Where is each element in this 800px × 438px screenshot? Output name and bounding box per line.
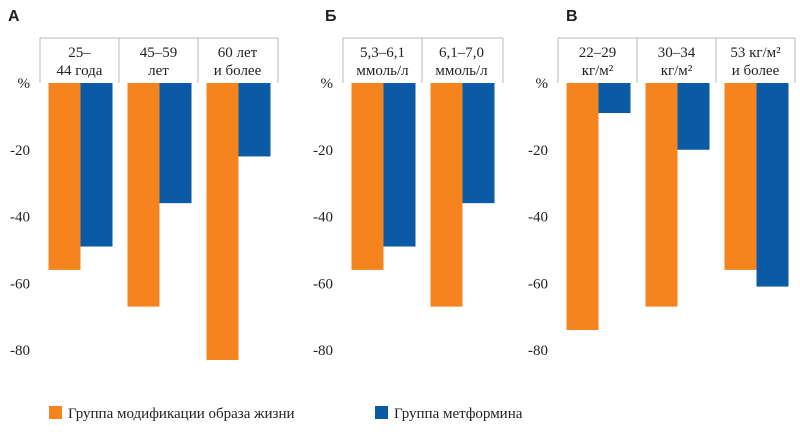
panel-1: А% -20 -40 -60 -80 25– 44 года 45–59 лет 60 лет и … — [8, 8, 279, 361]
y-tick-label: -80 — [10, 343, 30, 359]
bar-metformin — [756, 83, 789, 287]
y-tick-label: -60 — [10, 276, 30, 292]
category-label: 22–29 кг/м² — [579, 45, 617, 79]
bar-lifestyle — [645, 83, 678, 307]
y-tick-label: % — [536, 76, 549, 92]
category-label: 6,1–7,0 ммоль/л — [435, 45, 488, 79]
legend-swatch-lifestyle — [49, 406, 62, 419]
bar-metformin — [159, 83, 192, 204]
chart-legend: Группа модификации образа жизни Группа м… — [49, 406, 523, 422]
category-label: 30–34 кг/м² — [658, 45, 696, 79]
y-tick-label: -80 — [528, 343, 548, 359]
bar-lifestyle — [724, 83, 757, 270]
legend-label-metformin: Группа метформина — [394, 406, 523, 422]
y-tick-label: -40 — [313, 210, 333, 226]
bar-metformin — [80, 83, 113, 247]
category-label: 53 кг/м² и более — [730, 45, 781, 79]
bar-lifestyle — [48, 83, 81, 270]
bar-metformin — [598, 83, 631, 114]
category-label: 45–59 лет — [140, 45, 178, 79]
bar-metformin — [238, 83, 271, 157]
y-tick-label: -40 — [528, 210, 548, 226]
category-label: 60 лет и более — [214, 45, 262, 79]
y-tick-label: -20 — [528, 143, 548, 159]
bar-metformin — [462, 83, 495, 204]
panel-title: В — [566, 8, 578, 25]
bar-metformin — [383, 83, 416, 247]
legend-swatch-metformin — [375, 406, 388, 419]
bar-lifestyle — [566, 83, 599, 330]
bar-lifestyle — [127, 83, 160, 307]
category-label: 5,3–6,1 ммоль/л — [356, 45, 409, 79]
y-tick-label: -20 — [313, 143, 333, 159]
legend-label-lifestyle: Группа модификации образа жизни — [68, 406, 295, 422]
bar-lifestyle — [351, 83, 384, 270]
y-tick-label: -80 — [313, 343, 333, 359]
chart-panels: А% -20 -40 -60 -80 25– 44 года 45–59 лет 60 лет и … — [8, 8, 796, 361]
y-tick-label: % — [321, 76, 334, 92]
panel-3: В% -20 -40 -60 -80 22–29 кг/м² 30–34 кг/м² 53 кг/… — [528, 8, 796, 359]
category-label: 25– 44 года — [57, 45, 103, 79]
panel-title: А — [8, 8, 20, 25]
panel-title: Б — [325, 8, 337, 25]
y-tick-label: -60 — [313, 276, 333, 292]
y-tick-label: -60 — [528, 276, 548, 292]
y-tick-label: -20 — [10, 143, 30, 159]
bar-lifestyle — [430, 83, 463, 307]
y-tick-label: -40 — [10, 210, 30, 226]
y-tick-label: % — [18, 76, 31, 92]
bar-metformin — [677, 83, 710, 150]
panel-2: Б% -20 -40 -60 -80 5,3–6,1 ммоль/л 6,1–7,0 ммоль… — [313, 8, 504, 359]
bar-lifestyle — [206, 83, 239, 361]
